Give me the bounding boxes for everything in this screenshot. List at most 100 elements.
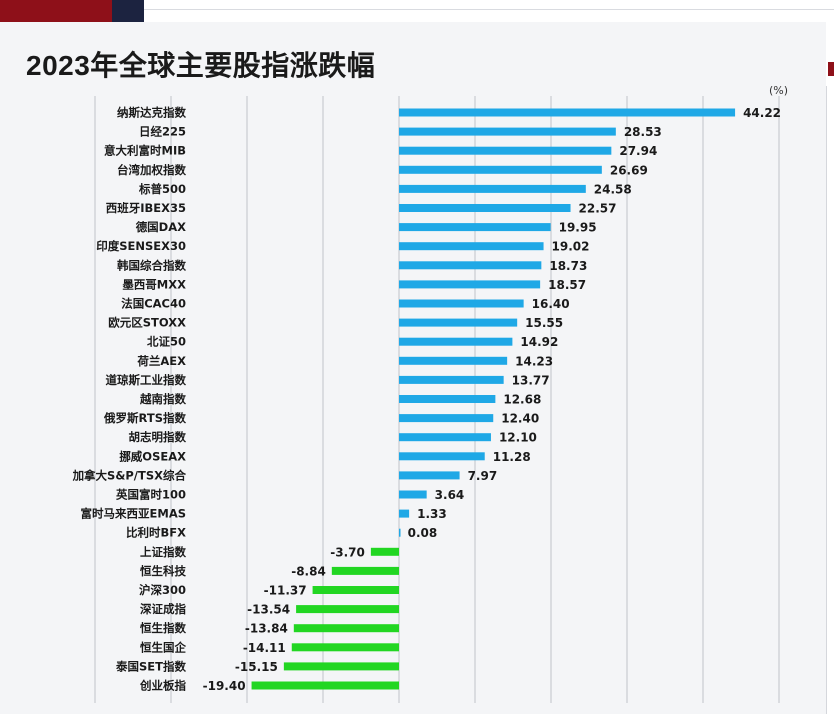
bar: [399, 337, 513, 346]
bar: [399, 165, 602, 174]
bar: [399, 280, 541, 289]
bar: [312, 586, 399, 594]
category-label: 欧元区STOXX: [108, 316, 186, 330]
unit-label: (%): [769, 84, 789, 97]
bar: [399, 223, 551, 232]
value-label: -13.54: [247, 603, 290, 617]
category-label: 恒生指数: [140, 621, 186, 635]
bar: [399, 108, 736, 117]
bar: [331, 566, 399, 575]
value-label: 24.58: [594, 182, 632, 196]
category-label: 恒生国企: [140, 640, 186, 654]
category-label: 深证成指: [140, 602, 186, 616]
value-label: 26.69: [610, 163, 648, 177]
value-label: 19.02: [552, 240, 590, 254]
bar: [293, 624, 399, 633]
value-label: 18.57: [548, 278, 586, 292]
value-label: -8.84: [291, 564, 326, 578]
bar: [399, 184, 586, 193]
bar: [399, 490, 427, 499]
bar: [399, 433, 491, 442]
category-label: 北证50: [147, 335, 186, 349]
value-label: 13.77: [512, 373, 550, 387]
bar: [251, 681, 399, 690]
value-label: 14.23: [515, 354, 553, 368]
bar: [399, 414, 494, 423]
category-label: 上证指数: [140, 545, 186, 559]
bar: [399, 127, 616, 136]
category-label: 意大利富时MIB: [104, 144, 186, 158]
bar: [399, 146, 612, 155]
bar: [399, 261, 542, 270]
bar: [399, 318, 518, 327]
bar: [283, 662, 399, 671]
value-label: -19.40: [203, 679, 246, 693]
bar: [399, 204, 571, 212]
value-labels: 44.22 28.53 27.94 26.69 24.58 22.57 19.95 19.02…: [203, 106, 781, 693]
top-rule: [144, 9, 834, 10]
category-label: 富时马来西亚EMAS: [81, 507, 186, 521]
bar: [291, 643, 399, 652]
bar: [399, 471, 460, 480]
category-label: 纳斯达克指数: [117, 106, 186, 120]
value-label: 12.10: [499, 431, 537, 445]
value-label: 12.40: [501, 412, 539, 426]
value-label: 3.64: [435, 488, 465, 502]
category-label: 沪深300: [139, 583, 186, 597]
value-label: -14.11: [243, 641, 286, 655]
top-accent-bar-navy: [112, 0, 144, 22]
bar: [370, 547, 399, 556]
bar: [399, 509, 410, 518]
category-label: 法国CAC40: [121, 297, 186, 311]
right-divider: [826, 86, 827, 714]
value-label: 12.68: [503, 393, 541, 407]
value-label: -3.70: [330, 545, 365, 559]
category-label: 泰国SET指数: [115, 659, 186, 673]
category-label: 恒生科技: [140, 564, 186, 578]
bar: [399, 452, 485, 461]
category-label: 越南指数: [139, 392, 186, 406]
category-label: 标普500: [138, 182, 186, 196]
category-label: 加拿大S&P/TSX综合: [72, 468, 187, 482]
chart-panel: [0, 22, 826, 714]
value-label: 14.92: [520, 335, 558, 349]
bar: [399, 395, 496, 403]
category-label: 胡志明指数: [129, 430, 187, 444]
value-label: 11.28: [493, 450, 531, 464]
value-label: 44.22: [743, 106, 781, 120]
value-label: -13.84: [245, 622, 288, 636]
value-label: 7.97: [468, 469, 498, 483]
category-label: 俄罗斯RTS指数: [103, 411, 186, 425]
bar: [399, 375, 504, 384]
value-label: 28.53: [624, 125, 662, 139]
value-label: -15.15: [235, 660, 278, 674]
right-accent-mark: [828, 62, 834, 76]
category-label: 挪威OSEAX: [119, 449, 186, 463]
category-label: 日经225: [139, 125, 186, 139]
category-label: 英国富时100: [115, 488, 186, 502]
bar: [399, 299, 524, 308]
value-label: 22.57: [579, 202, 617, 216]
chart-title: 2023年全球主要股指涨跌幅: [26, 50, 376, 81]
bar: [296, 605, 399, 614]
category-label: 西班牙IBEX35: [106, 201, 186, 215]
bar: [399, 356, 508, 365]
category-label: 印度SENSEX30: [96, 239, 186, 253]
value-label: -11.37: [264, 584, 307, 598]
category-label: 墨西哥MXX: [122, 277, 186, 291]
bar: [399, 242, 544, 251]
value-label: 15.55: [525, 316, 563, 330]
value-label: 19.95: [559, 221, 597, 235]
bars: [251, 108, 736, 690]
value-label: 18.73: [549, 259, 587, 273]
category-label: 比利时BFX: [126, 526, 186, 540]
category-label: 荷兰AEX: [136, 354, 186, 368]
category-label: 创业板指: [139, 679, 186, 693]
category-label: 韩国综合指数: [117, 258, 186, 272]
category-label: 德国DAX: [135, 220, 186, 234]
value-label: 27.94: [619, 144, 657, 158]
value-label: 16.40: [532, 297, 570, 311]
top-accent-bar: [0, 0, 112, 22]
